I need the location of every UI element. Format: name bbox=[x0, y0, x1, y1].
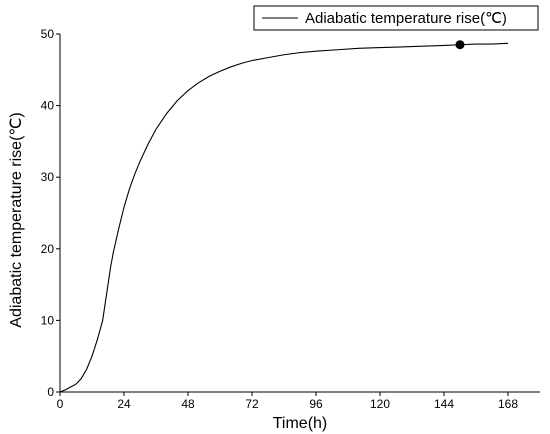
x-tick-label: 168 bbox=[498, 397, 518, 411]
y-ticks: 0 10 20 30 40 50 bbox=[41, 27, 60, 399]
y-tick-label: 40 bbox=[41, 99, 55, 113]
x-tick-label: 0 bbox=[57, 397, 64, 411]
legend: Adiabatic temperature rise(℃) bbox=[253, 5, 539, 31]
y-tick-label: 20 bbox=[41, 242, 55, 256]
series-marker bbox=[455, 40, 465, 50]
x-tick-label: 120 bbox=[370, 397, 390, 411]
y-tick-label: 30 bbox=[41, 170, 55, 184]
x-tick-label: 48 bbox=[181, 397, 195, 411]
x-tick-label: 24 bbox=[117, 397, 131, 411]
y-tick-label: 50 bbox=[41, 27, 55, 41]
y-tick-label: 10 bbox=[41, 313, 55, 327]
x-ticks: 0 24 48 72 96 120 144 168 bbox=[57, 392, 518, 411]
x-tick-label: 96 bbox=[309, 397, 323, 411]
legend-label: Adiabatic temperature rise(℃) bbox=[305, 10, 507, 27]
x-tick-label: 144 bbox=[434, 397, 454, 411]
x-tick-label: 72 bbox=[245, 397, 259, 411]
temperature-rise-line bbox=[59, 42, 509, 393]
y-axis-title: Adiabatic temperature rise(℃) bbox=[8, 112, 25, 327]
y-tick-label: 0 bbox=[47, 385, 54, 399]
plot-frame bbox=[59, 34, 540, 393]
x-axis-title: Time(h) bbox=[273, 415, 328, 432]
legend-box bbox=[253, 5, 539, 31]
